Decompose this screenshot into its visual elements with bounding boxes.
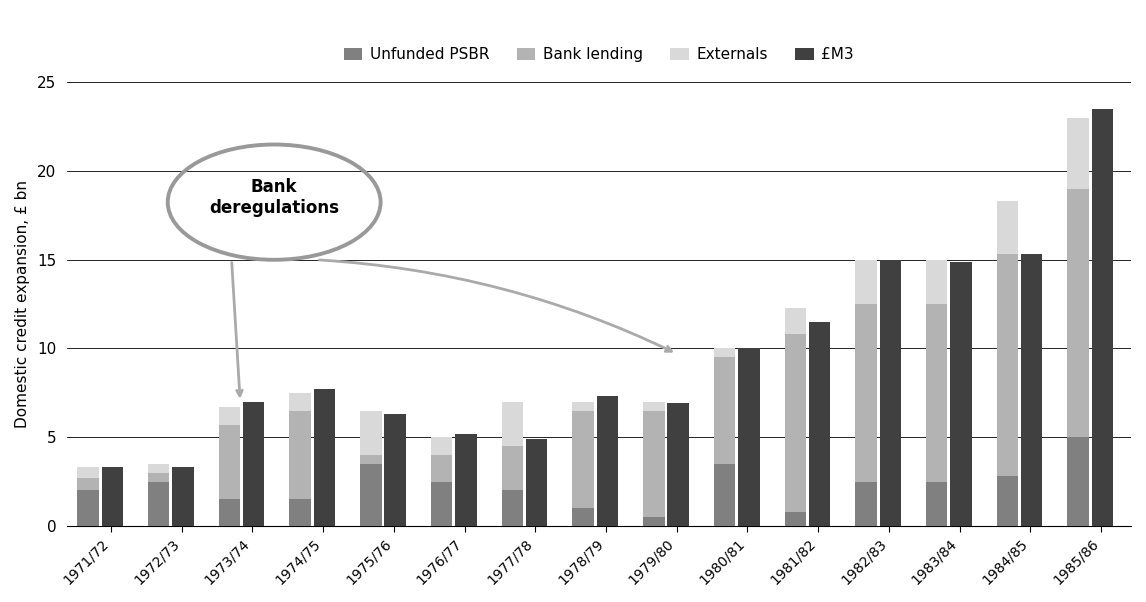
Bar	[1067, 189, 1089, 437]
Y-axis label: Domestic credit expansion, £ bn: Domestic credit expansion, £ bn	[15, 180, 30, 428]
Bar	[455, 433, 477, 526]
Bar	[1067, 118, 1089, 189]
Bar	[643, 517, 665, 526]
Bar	[148, 464, 170, 473]
Bar	[597, 396, 618, 526]
Bar	[77, 467, 99, 478]
Legend: Unfunded PSBR, Bank lending, Externals, £M3: Unfunded PSBR, Bank lending, Externals, …	[338, 42, 860, 69]
Text: Bank
deregulations: Bank deregulations	[210, 178, 339, 217]
Bar	[77, 478, 99, 491]
Bar	[714, 358, 736, 464]
Bar	[502, 491, 523, 526]
Bar	[148, 473, 170, 482]
Bar	[1067, 437, 1089, 526]
Bar	[360, 464, 382, 526]
Bar	[785, 512, 806, 526]
Bar	[243, 402, 265, 526]
Bar	[572, 402, 594, 411]
Bar	[77, 491, 99, 526]
Bar	[738, 349, 760, 526]
Bar	[431, 482, 453, 526]
Bar	[219, 499, 241, 526]
Bar	[502, 446, 523, 491]
Bar	[385, 414, 406, 526]
Bar	[290, 499, 311, 526]
Bar	[997, 476, 1018, 526]
Bar	[809, 322, 830, 526]
Bar	[643, 402, 665, 411]
Bar	[360, 411, 382, 455]
Bar	[526, 439, 548, 526]
Bar	[997, 255, 1018, 476]
Bar	[997, 201, 1018, 255]
Bar	[855, 260, 877, 304]
Bar	[172, 467, 194, 526]
Bar	[219, 425, 241, 499]
Bar	[667, 403, 689, 526]
Bar	[785, 334, 806, 512]
Bar	[314, 389, 336, 526]
Bar	[219, 407, 241, 425]
Bar	[148, 482, 170, 526]
Bar	[572, 411, 594, 508]
Bar	[785, 308, 806, 334]
Bar	[1092, 109, 1113, 526]
Bar	[926, 482, 948, 526]
Bar	[926, 304, 948, 482]
Bar	[643, 411, 665, 517]
Bar	[290, 393, 311, 411]
Bar	[572, 508, 594, 526]
Bar	[502, 402, 523, 446]
Bar	[714, 349, 736, 358]
Bar	[855, 482, 877, 526]
Bar	[855, 304, 877, 482]
Bar	[290, 411, 311, 499]
Bar	[1021, 255, 1043, 526]
Bar	[714, 464, 736, 526]
Bar	[360, 455, 382, 464]
Bar	[431, 437, 453, 455]
Bar	[926, 260, 948, 304]
Bar	[102, 467, 123, 526]
Bar	[431, 455, 453, 482]
Bar	[950, 262, 972, 526]
Bar	[879, 260, 901, 526]
